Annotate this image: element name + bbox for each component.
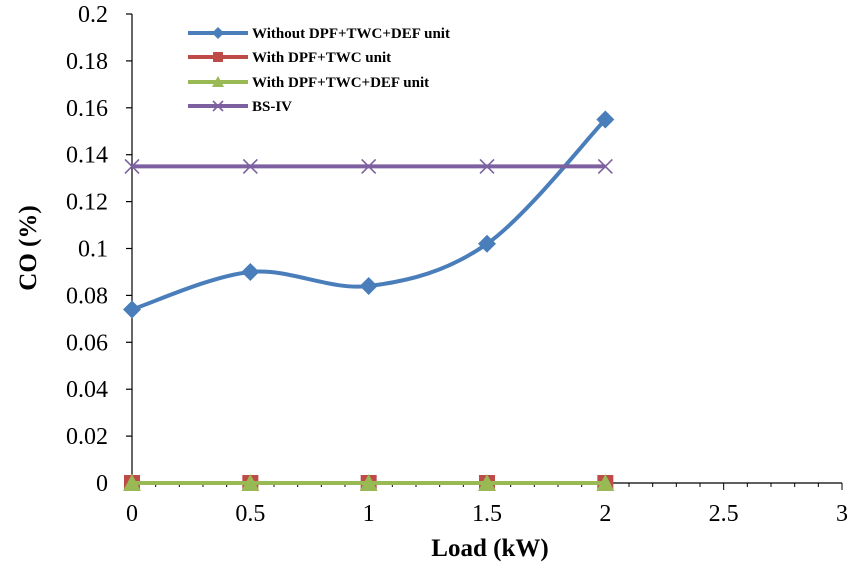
y-tick-label: 0.02 (66, 424, 108, 450)
series-3 (123, 474, 615, 491)
point-marker (212, 100, 224, 112)
point-marker (124, 158, 140, 174)
y-tick-label: 0.12 (66, 190, 108, 216)
point-marker (123, 300, 141, 319)
legend-label: BS-IV (252, 99, 292, 115)
x-tick-label: 2.5 (709, 501, 739, 527)
y-tick-label: 0.14 (66, 143, 108, 169)
legend-item-4: BS-IV (188, 99, 292, 115)
y-tick-label: 0.18 (66, 49, 108, 75)
point-marker (213, 52, 223, 62)
y-tick-label: 0 (96, 471, 108, 497)
y-tick-label: 0.2 (78, 2, 108, 28)
point-marker (478, 474, 496, 491)
point-marker (479, 158, 495, 174)
legend: Without DPF+TWC+DEF unit With DPF+TWC uni… (188, 26, 450, 115)
x-axis-title: Load (kW) (431, 535, 548, 562)
point-marker (596, 110, 615, 129)
x-tick-labels: 0 0.5 1 1.5 2 2.5 3 (126, 501, 848, 527)
x-tick-label: 1.5 (472, 501, 502, 527)
x-tick-label: 2 (599, 501, 611, 527)
y-tick-labels: 0 0.02 0.04 0.06 0.08 0.1 0.12 0.14 0.16 0.18 0.2 (66, 2, 108, 497)
legend-item-3: With DPF+TWC+DEF unit (188, 75, 429, 91)
legend-label: With DPF+TWC unit (252, 50, 391, 66)
y-tick-label: 0.16 (66, 96, 108, 122)
marker-stroke (124, 158, 140, 174)
x-tick-label: 3 (836, 501, 848, 527)
marker-stroke (479, 158, 495, 174)
point-marker (597, 158, 613, 174)
y-tick-label: 0.1 (78, 237, 108, 263)
point-marker (596, 474, 615, 491)
x-tick-label: 0 (126, 501, 138, 527)
point-marker (478, 234, 496, 253)
marker-stroke (597, 158, 613, 174)
point-marker (212, 27, 224, 39)
series-4 (124, 158, 613, 174)
x-tick-label: 1 (363, 501, 375, 527)
marker-stroke (361, 158, 377, 174)
x-tick-label: 0.5 (235, 501, 265, 527)
point-marker (359, 474, 378, 491)
point-marker (241, 474, 260, 491)
series-1 (123, 110, 615, 319)
y-tick-label: 0.06 (66, 330, 108, 356)
legend-item-1: Without DPF+TWC+DEF unit (188, 26, 450, 42)
series-group (123, 110, 615, 491)
point-marker (241, 262, 260, 281)
point-marker (361, 158, 377, 174)
marker-stroke (242, 158, 258, 174)
axes (126, 13, 843, 490)
y-tick-label: 0.08 (66, 283, 108, 309)
legend-label: Without DPF+TWC+DEF unit (252, 26, 450, 42)
point-marker (242, 158, 258, 174)
marker-stroke (212, 100, 224, 112)
y-tick-label: 0.04 (66, 377, 108, 403)
point-marker (359, 277, 378, 296)
legend-item-2: With DPF+TWC unit (188, 50, 391, 66)
point-marker (212, 76, 224, 87)
y-axis-title: CO (%) (15, 205, 42, 290)
legend-label: With DPF+TWC+DEF unit (252, 75, 429, 91)
point-marker (123, 474, 141, 491)
